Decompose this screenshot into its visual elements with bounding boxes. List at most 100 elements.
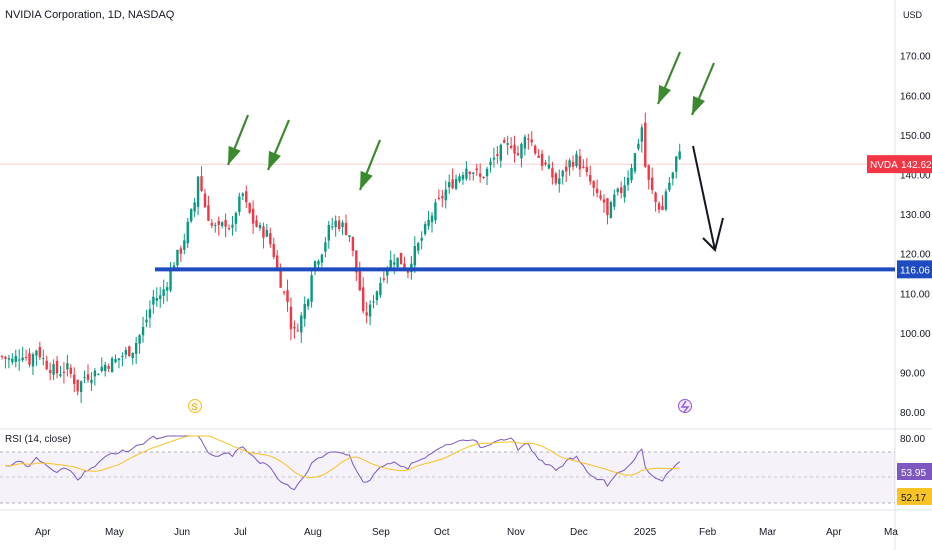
candle-body[interactable] <box>18 359 21 361</box>
candle-body[interactable] <box>45 360 48 370</box>
candle-body[interactable] <box>42 358 45 360</box>
candle-body[interactable] <box>276 255 279 269</box>
candle-body[interactable] <box>186 221 189 244</box>
candle-body[interactable] <box>162 289 165 296</box>
candle-body[interactable] <box>592 181 595 188</box>
candle-body[interactable] <box>145 319 148 323</box>
candle-body[interactable] <box>203 193 207 208</box>
candle-body[interactable] <box>35 350 38 356</box>
candle-body[interactable] <box>420 237 423 241</box>
candle-body[interactable] <box>654 192 657 202</box>
candle-body[interactable] <box>595 188 599 193</box>
candle-body[interactable] <box>11 358 14 363</box>
candle-body[interactable] <box>417 243 420 251</box>
candle-body[interactable] <box>575 154 578 167</box>
candle-body[interactable] <box>76 379 79 392</box>
candle-body[interactable] <box>306 299 310 307</box>
candle-body[interactable] <box>492 157 496 160</box>
candle-body[interactable] <box>675 156 678 172</box>
candle-body[interactable] <box>668 182 671 190</box>
candle-body[interactable] <box>396 257 399 268</box>
candle-body[interactable] <box>110 358 114 373</box>
candle-body[interactable] <box>128 346 131 357</box>
candle-body[interactable] <box>193 202 196 212</box>
candle-body[interactable] <box>134 342 138 354</box>
candle-body[interactable] <box>448 182 451 188</box>
candle-body[interactable] <box>613 194 616 207</box>
candle-body[interactable] <box>451 179 454 189</box>
candle-body[interactable] <box>114 359 117 363</box>
candle-body[interactable] <box>506 143 509 145</box>
candle-body[interactable] <box>571 161 575 167</box>
candle-body[interactable] <box>434 202 437 221</box>
candle-body[interactable] <box>427 219 430 226</box>
candle-body[interactable] <box>183 240 186 250</box>
candle-body[interactable] <box>241 193 244 196</box>
candle-body[interactable] <box>534 145 537 154</box>
candle-body[interactable] <box>107 366 110 369</box>
candle-body[interactable] <box>485 168 489 177</box>
candle-body[interactable] <box>334 220 337 228</box>
candle-body[interactable] <box>568 160 571 168</box>
candle-body[interactable] <box>210 222 214 226</box>
candle-body[interactable] <box>38 347 42 358</box>
candle-body[interactable] <box>282 291 286 293</box>
candle-body[interactable] <box>478 173 482 177</box>
candle-body[interactable] <box>86 374 90 380</box>
candle-body[interactable] <box>520 143 523 159</box>
candle-body[interactable] <box>489 161 492 166</box>
candle-body[interactable] <box>21 357 24 361</box>
candle-body[interactable] <box>227 228 231 230</box>
candle-body[interactable] <box>59 374 62 376</box>
candle-body[interactable] <box>551 168 554 178</box>
candle-body[interactable] <box>454 178 458 189</box>
candle-body[interactable] <box>97 374 100 376</box>
candle-body[interactable] <box>296 330 300 332</box>
candle-body[interactable] <box>138 335 141 344</box>
candle-body[interactable] <box>547 164 551 169</box>
candle-body[interactable] <box>602 199 606 203</box>
candle-body[interactable] <box>482 176 485 178</box>
candle-body[interactable] <box>52 364 55 375</box>
candle-body[interactable] <box>468 171 472 175</box>
candle-body[interactable] <box>661 205 664 210</box>
candle-body[interactable] <box>28 353 31 365</box>
candle-body[interactable] <box>472 172 475 174</box>
candle-body[interactable] <box>513 144 516 154</box>
candle-body[interactable] <box>382 278 386 280</box>
candle-body[interactable] <box>124 349 128 355</box>
candle-body[interactable] <box>644 122 647 167</box>
candle-body[interactable] <box>121 356 124 358</box>
candle-body[interactable] <box>255 220 258 227</box>
candle-body[interactable] <box>368 304 372 317</box>
candle-body[interactable] <box>262 226 265 238</box>
candle-body[interactable] <box>248 203 251 213</box>
candle-body[interactable] <box>303 304 306 319</box>
candle-body[interactable] <box>582 166 585 168</box>
candle-body[interactable] <box>83 377 86 379</box>
candle-body[interactable] <box>313 261 317 271</box>
candle-body[interactable] <box>165 287 169 291</box>
candle-body[interactable] <box>66 363 69 370</box>
candle-body[interactable] <box>630 167 633 181</box>
candle-body[interactable] <box>355 250 358 273</box>
candle-body[interactable] <box>24 357 28 359</box>
candle-body[interactable] <box>289 306 293 330</box>
candle-body[interactable] <box>324 242 327 252</box>
candle-body[interactable] <box>554 173 558 184</box>
candle-body[interactable] <box>537 155 540 158</box>
candle-body[interactable] <box>159 295 162 300</box>
candle-body[interactable] <box>403 263 406 270</box>
candle-body[interactable] <box>362 287 365 312</box>
candle-body[interactable] <box>496 154 499 157</box>
candle-body[interactable] <box>90 379 93 384</box>
candle-body[interactable] <box>671 172 674 179</box>
candle-body[interactable] <box>251 208 255 224</box>
candle-body[interactable] <box>623 185 626 198</box>
candle-body[interactable] <box>609 202 613 219</box>
candle-body[interactable] <box>657 203 661 210</box>
candle-body[interactable] <box>475 168 478 171</box>
earnings-icon[interactable] <box>678 399 692 413</box>
candle-body[interactable] <box>503 140 506 143</box>
